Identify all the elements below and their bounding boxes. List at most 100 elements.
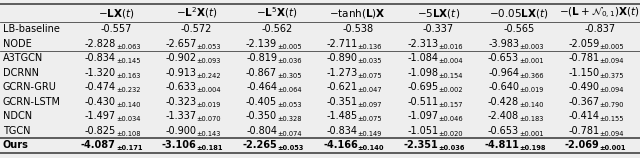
Text: -0.640: -0.640 — [488, 82, 519, 92]
Text: -3.983: -3.983 — [488, 39, 519, 49]
Text: -0.337: -0.337 — [423, 24, 454, 34]
Text: -2.313: -2.313 — [407, 39, 438, 49]
Text: ±0.242: ±0.242 — [196, 73, 221, 79]
Text: -0.430: -0.430 — [85, 97, 116, 107]
Text: -1.497: -1.497 — [84, 111, 116, 121]
Text: -1.320: -1.320 — [84, 68, 116, 78]
Text: -0.557: -0.557 — [100, 24, 132, 34]
Text: ±0.366: ±0.366 — [519, 73, 543, 79]
Text: -1.273: -1.273 — [326, 68, 358, 78]
Text: GCRN-GRU: GCRN-GRU — [3, 82, 56, 92]
Text: $-5\mathbf{L}\mathbf{X}(t)$: $-5\mathbf{L}\mathbf{X}(t)$ — [417, 6, 460, 19]
Text: -1.337: -1.337 — [165, 111, 196, 121]
Text: -0.490: -0.490 — [569, 82, 600, 92]
Text: -0.633: -0.633 — [166, 82, 196, 92]
Text: ±0.053: ±0.053 — [196, 44, 221, 50]
Text: ±0.005: ±0.005 — [277, 44, 301, 50]
Text: -2.265: -2.265 — [243, 140, 277, 150]
Text: ±0.198: ±0.198 — [519, 146, 545, 151]
Text: -0.562: -0.562 — [262, 24, 292, 34]
Text: -0.653: -0.653 — [488, 126, 519, 136]
Text: Ours: Ours — [3, 140, 29, 150]
Text: -2.069: -2.069 — [565, 140, 600, 150]
Text: $-\mathbf{L}\mathbf{X}(t)$: $-\mathbf{L}\mathbf{X}(t)$ — [97, 6, 134, 19]
Text: -0.825: -0.825 — [84, 126, 116, 136]
Text: -0.867: -0.867 — [246, 68, 277, 78]
Text: $-\mathbf{L}^5\mathbf{X}(t)$: $-\mathbf{L}^5\mathbf{X}(t)$ — [257, 6, 298, 20]
Text: -0.367: -0.367 — [568, 97, 600, 107]
Text: ±0.020: ±0.020 — [438, 131, 463, 137]
Text: ±0.035: ±0.035 — [358, 58, 382, 64]
Text: -0.621: -0.621 — [326, 82, 358, 92]
Text: ±0.075: ±0.075 — [358, 116, 382, 122]
Text: ±0.063: ±0.063 — [116, 44, 140, 50]
Text: ±0.305: ±0.305 — [277, 73, 301, 79]
Text: TGCN: TGCN — [3, 126, 30, 136]
Text: ±0.004: ±0.004 — [438, 58, 463, 64]
Text: DCRNN: DCRNN — [3, 68, 38, 78]
Text: ±0.019: ±0.019 — [196, 102, 221, 108]
Text: ±0.046: ±0.046 — [438, 116, 463, 122]
Text: $-0.05\mathbf{L}\mathbf{X}(t)$: $-0.05\mathbf{L}\mathbf{X}(t)$ — [489, 6, 549, 19]
Text: -2.408: -2.408 — [488, 111, 519, 121]
Text: ±0.328: ±0.328 — [277, 116, 301, 122]
Text: -0.902: -0.902 — [165, 53, 196, 63]
Text: -0.428: -0.428 — [488, 97, 519, 107]
Text: ±0.136: ±0.136 — [358, 44, 382, 50]
Text: ±0.149: ±0.149 — [358, 131, 382, 137]
Text: -0.464: -0.464 — [246, 82, 277, 92]
Text: $-\mathbf{L}^2\mathbf{X}(t)$: $-\mathbf{L}^2\mathbf{X}(t)$ — [176, 6, 217, 20]
Text: ±0.143: ±0.143 — [196, 131, 221, 137]
Text: -0.572: -0.572 — [180, 24, 212, 34]
Text: ±0.001: ±0.001 — [519, 58, 543, 64]
Text: -0.323: -0.323 — [165, 97, 196, 107]
Text: -0.695: -0.695 — [407, 82, 438, 92]
Text: -0.565: -0.565 — [504, 24, 534, 34]
Text: -2.139: -2.139 — [246, 39, 277, 49]
Text: -0.834: -0.834 — [327, 126, 358, 136]
Text: -2.351: -2.351 — [404, 140, 438, 150]
Text: -0.837: -0.837 — [584, 24, 615, 34]
Text: -0.781: -0.781 — [568, 53, 600, 63]
Text: ±0.790: ±0.790 — [600, 102, 624, 108]
Text: ±0.183: ±0.183 — [519, 116, 543, 122]
Text: ±0.016: ±0.016 — [438, 44, 463, 50]
Text: NDCN: NDCN — [3, 111, 32, 121]
Text: -0.781: -0.781 — [568, 126, 600, 136]
Text: -1.098: -1.098 — [408, 68, 438, 78]
Text: ±0.001: ±0.001 — [600, 146, 626, 151]
Text: ±0.375: ±0.375 — [600, 73, 624, 79]
Text: -4.166: -4.166 — [323, 140, 358, 150]
Text: -0.511: -0.511 — [407, 97, 438, 107]
Text: ±0.108: ±0.108 — [116, 131, 140, 137]
Text: ±0.053: ±0.053 — [277, 146, 303, 151]
Text: ±0.053: ±0.053 — [277, 102, 301, 108]
Text: -2.657: -2.657 — [165, 39, 196, 49]
Text: -0.474: -0.474 — [84, 82, 116, 92]
Text: -0.964: -0.964 — [488, 68, 519, 78]
Text: ±0.047: ±0.047 — [358, 87, 382, 93]
Text: ±0.155: ±0.155 — [600, 116, 624, 122]
Text: ±0.002: ±0.002 — [438, 87, 463, 93]
Text: -2.828: -2.828 — [84, 39, 116, 49]
Text: -0.350: -0.350 — [246, 111, 277, 121]
Text: ±0.034: ±0.034 — [116, 116, 140, 122]
Text: -1.485: -1.485 — [326, 111, 358, 121]
Text: ±0.093: ±0.093 — [196, 58, 221, 64]
Text: ±0.163: ±0.163 — [116, 73, 140, 79]
Text: ±0.140: ±0.140 — [358, 146, 384, 151]
Text: ±0.232: ±0.232 — [116, 87, 140, 93]
Text: ±0.064: ±0.064 — [277, 87, 301, 93]
Text: LB-baseline: LB-baseline — [3, 24, 60, 34]
Text: -0.538: -0.538 — [342, 24, 373, 34]
Text: -0.913: -0.913 — [166, 68, 196, 78]
Text: ±0.154: ±0.154 — [438, 73, 463, 79]
Text: ±0.094: ±0.094 — [600, 87, 624, 93]
Text: ±0.074: ±0.074 — [277, 131, 301, 137]
Text: -1.084: -1.084 — [408, 53, 438, 63]
Text: ±0.001: ±0.001 — [519, 131, 543, 137]
Text: ±0.094: ±0.094 — [600, 58, 624, 64]
Text: $-\tanh(\mathbf{L})\mathbf{X}$: $-\tanh(\mathbf{L})\mathbf{X}$ — [330, 6, 386, 19]
Text: ±0.070: ±0.070 — [196, 116, 221, 122]
Text: -2.059: -2.059 — [568, 39, 600, 49]
